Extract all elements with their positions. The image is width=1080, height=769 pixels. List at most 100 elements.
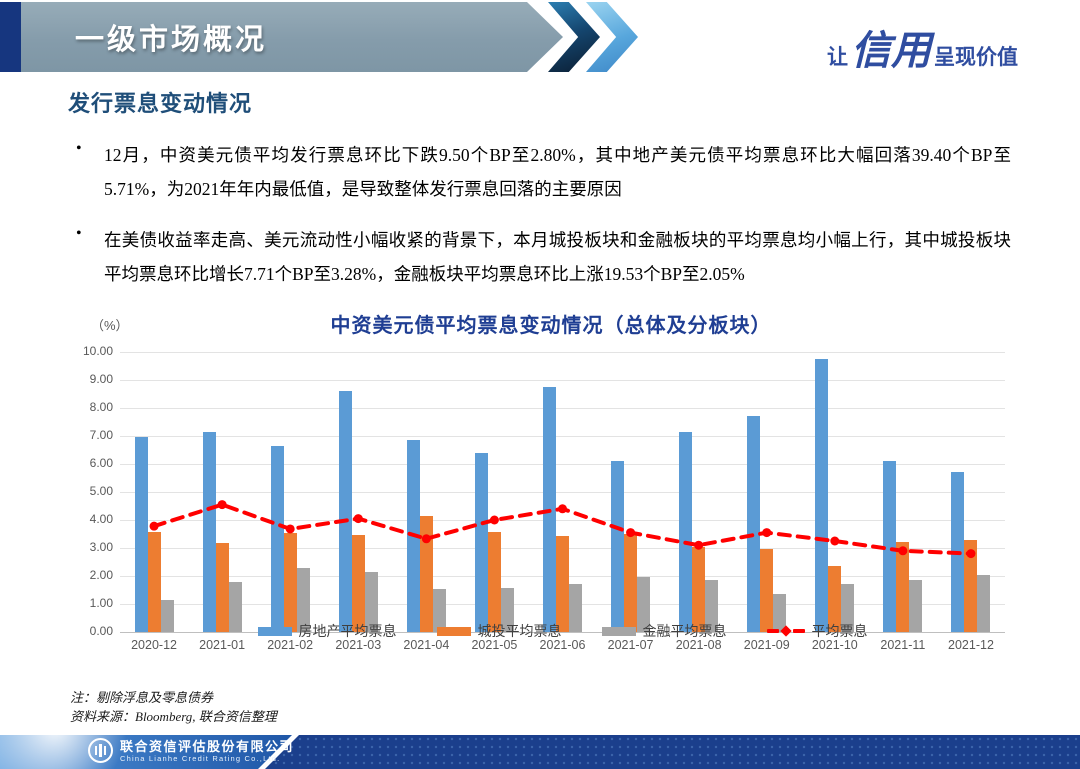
x-tick-label: 2021-01 bbox=[199, 638, 246, 652]
bar-房地产平均票息 bbox=[474, 453, 488, 632]
bar-城投平均票息 bbox=[555, 536, 569, 632]
bar-房地产平均票息 bbox=[270, 445, 284, 632]
chart-legend: 房地产平均票息 城投平均票息 金融平均票息 平均票息 bbox=[120, 621, 1005, 641]
legend-item: 金融平均票息 bbox=[601, 621, 727, 641]
x-tick-label: 2021-02 bbox=[267, 638, 314, 652]
bar-房地产平均票息 bbox=[679, 431, 693, 632]
bar-金融平均票息 bbox=[228, 582, 242, 632]
bar-group bbox=[869, 352, 937, 632]
gridline bbox=[120, 492, 1005, 493]
bar-金融平均票息 bbox=[500, 587, 514, 632]
bar-金融平均票息 bbox=[432, 589, 446, 632]
slogan-suffix: 呈现价值 bbox=[934, 46, 1018, 69]
legend-item: 平均票息 bbox=[766, 621, 868, 641]
bar-城投平均票息 bbox=[487, 531, 501, 632]
chart: （%） 中资美元债平均票息变动情况（总体及分板块） 0.00 1.00 2.00 3.… bbox=[83, 303, 1007, 695]
legend-label: 平均票息 bbox=[811, 623, 868, 639]
gridline bbox=[120, 436, 1005, 437]
bar-房地产平均票息 bbox=[815, 359, 829, 632]
y-tick-label: 2.00 bbox=[89, 568, 113, 582]
y-tick-label: 6.00 bbox=[89, 456, 113, 470]
gridline bbox=[120, 520, 1005, 521]
left-accent-block bbox=[0, 2, 21, 72]
company-name-cn: 联合资信评估股份有限公司 bbox=[120, 738, 295, 754]
bar-group bbox=[324, 352, 392, 632]
bar-城投平均票息 bbox=[760, 548, 774, 632]
x-tick-label: 2021-08 bbox=[675, 638, 722, 652]
bar-金融平均票息 bbox=[568, 583, 582, 632]
bar-房地产平均票息 bbox=[883, 461, 897, 632]
bar-group bbox=[733, 352, 801, 632]
brand-slogan: 让 信用 呈现价值 bbox=[827, 18, 1018, 76]
page-title: 一级市场概况 bbox=[75, 24, 268, 56]
x-tick-label: 2021-05 bbox=[471, 638, 518, 652]
bar-金融平均票息 bbox=[705, 580, 719, 632]
bar-房地产平均票息 bbox=[134, 437, 148, 632]
note-line: 注：剔除浮息及零息债券 bbox=[70, 690, 214, 705]
chart-unit-label: （%） bbox=[91, 318, 129, 333]
y-tick-label: 4.00 bbox=[89, 512, 113, 526]
chart-title: 中资美元债平均票息变动情况（总体及分板块） bbox=[330, 315, 772, 337]
x-tick-label: 2021-11 bbox=[880, 638, 926, 652]
x-tick-label: 2021-04 bbox=[403, 638, 450, 652]
bar-城投平均票息 bbox=[828, 566, 842, 632]
bar-房地产平均票息 bbox=[611, 461, 625, 632]
bar-城投平均票息 bbox=[283, 532, 297, 632]
y-tick-label: 7.00 bbox=[89, 428, 113, 442]
y-tick-label: 5.00 bbox=[89, 484, 113, 498]
chart-plot: 0.00 1.00 2.00 3.00 4.00 5.00 6.00 7.00 8.00 9.00… bbox=[83, 344, 1005, 652]
bar-group bbox=[256, 352, 324, 632]
gridline bbox=[120, 408, 1005, 409]
footer-brand: 联合资信评估股份有限公司 China Lianhe Credit Rating … bbox=[88, 738, 294, 763]
footer: 联合资信评估股份有限公司 China Lianhe Credit Rating … bbox=[0, 735, 1080, 769]
bar-城投平均票息 bbox=[147, 531, 161, 632]
bar-group bbox=[460, 352, 528, 632]
legend-label: 城投平均票息 bbox=[477, 623, 562, 639]
bar-城投平均票息 bbox=[692, 546, 706, 632]
legend-swatch-icon bbox=[601, 626, 636, 636]
legend-swatch-icon bbox=[436, 626, 471, 636]
legend-label: 房地产平均票息 bbox=[298, 623, 397, 639]
x-tick-label: 2020-12 bbox=[131, 638, 177, 652]
header-banner: 一级市场概况 bbox=[21, 2, 563, 72]
bar-金融平均票息 bbox=[977, 574, 991, 632]
y-tick-label: 8.00 bbox=[89, 400, 113, 414]
bar-城投平均票息 bbox=[896, 542, 910, 632]
x-tick-label: 2021-09 bbox=[743, 638, 790, 652]
bar-group bbox=[597, 352, 665, 632]
slogan-prefix: 让 bbox=[827, 46, 848, 69]
note-line: 资料来源：Bloomberg, 联合资信整理 bbox=[70, 709, 277, 724]
company-name-en: China Lianhe Credit Rating Co.,Ltd. bbox=[120, 753, 281, 763]
bar-城投平均票息 bbox=[624, 534, 638, 632]
bullet-text: 在美债收益率走高、美元流动性小幅收紧的背景下，本月城投板块和金融板块的平均票息均… bbox=[104, 230, 1011, 284]
legend-swatch-icon bbox=[257, 626, 292, 636]
gridline bbox=[120, 352, 1005, 353]
bar-金融平均票息 bbox=[296, 568, 310, 632]
section-heading: 发行票息变动情况 bbox=[68, 91, 253, 116]
bar-房地产平均票息 bbox=[338, 391, 352, 632]
x-tick-label: 2021-06 bbox=[539, 638, 586, 652]
bullet-item: • 在美债收益率走高、美元流动性小幅收紧的背景下，本月城投板块和金融板块的平均票… bbox=[76, 223, 1011, 291]
bar-城投平均票息 bbox=[419, 515, 433, 632]
bar-城投平均票息 bbox=[351, 535, 365, 632]
x-tick-label: 2021-10 bbox=[811, 638, 858, 652]
bar-金融平均票息 bbox=[637, 577, 651, 632]
company-logo-icon bbox=[88, 738, 113, 763]
bar-城投平均票息 bbox=[215, 542, 229, 632]
y-tick-label: 9.00 bbox=[89, 372, 113, 386]
line-平均票息 bbox=[149, 500, 976, 559]
legend-item: 城投平均票息 bbox=[436, 621, 562, 641]
bar-金融平均票息 bbox=[773, 594, 787, 632]
y-tick-label: 10.00 bbox=[82, 344, 113, 358]
bar-group bbox=[665, 352, 733, 632]
gridline bbox=[120, 464, 1005, 465]
bullet-marker: • bbox=[76, 140, 82, 157]
bar-金融平均票息 bbox=[841, 584, 855, 632]
legend-line-icon bbox=[766, 625, 805, 637]
bar-金融平均票息 bbox=[909, 580, 923, 632]
legend-item: 房地产平均票息 bbox=[257, 621, 397, 641]
bar-金融平均票息 bbox=[364, 571, 378, 632]
x-tick-label: 2021-03 bbox=[335, 638, 382, 652]
bullet-marker: • bbox=[76, 225, 82, 242]
bar-group bbox=[120, 352, 188, 632]
